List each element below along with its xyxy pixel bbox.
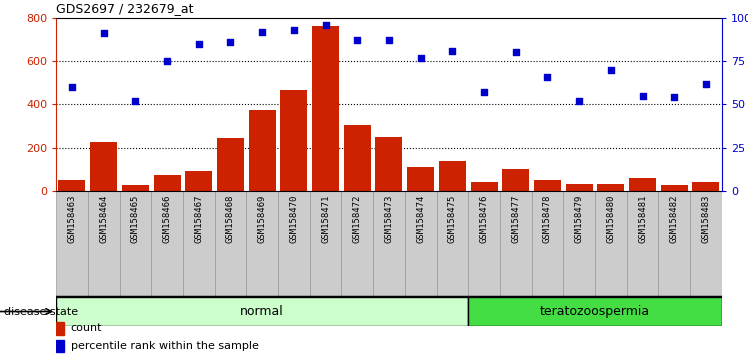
Bar (500, 191, 532, 297)
Bar (468, 191, 500, 297)
Text: GSM158481: GSM158481 (638, 194, 647, 243)
Bar (56, 322, 64, 335)
Text: GSM158482: GSM158482 (669, 194, 678, 243)
Bar (186, 171, 212, 191)
Bar (341, 191, 373, 297)
Bar (215, 191, 246, 297)
Bar (532, 191, 563, 297)
Text: GSM158479: GSM158479 (574, 194, 583, 243)
Bar (470, 183, 497, 191)
Bar (56, 191, 88, 297)
Bar (373, 191, 405, 297)
Bar (660, 185, 687, 191)
Point (637, 93, 649, 98)
Bar (598, 184, 625, 191)
Text: GSM158465: GSM158465 (131, 194, 140, 243)
Point (573, 98, 585, 104)
Text: GSM158471: GSM158471 (321, 194, 330, 243)
Bar (280, 90, 307, 191)
Bar (151, 191, 183, 297)
Bar (58, 180, 85, 191)
Point (288, 27, 300, 33)
Bar (503, 170, 530, 191)
Bar (437, 191, 468, 297)
Text: GSM158473: GSM158473 (384, 194, 393, 243)
Point (224, 39, 236, 45)
Bar (693, 183, 720, 191)
Point (66, 84, 78, 90)
Text: GSM158467: GSM158467 (194, 194, 203, 243)
Bar (278, 191, 310, 297)
Text: GSM158464: GSM158464 (99, 194, 108, 243)
Bar (310, 191, 341, 297)
Text: GSM158477: GSM158477 (512, 194, 521, 243)
Bar (312, 27, 339, 191)
Bar (407, 167, 434, 191)
Bar (246, 191, 278, 297)
Point (605, 67, 617, 73)
Bar (375, 137, 402, 191)
Bar (439, 161, 466, 191)
Bar (468, 297, 722, 326)
Bar (91, 142, 117, 191)
Text: GSM158474: GSM158474 (416, 194, 425, 243)
Text: GSM158472: GSM158472 (353, 194, 362, 243)
Text: percentile rank within the sample: percentile rank within the sample (71, 341, 259, 351)
Point (256, 29, 268, 34)
Bar (183, 191, 215, 297)
Text: GSM158470: GSM158470 (289, 194, 298, 243)
Text: count: count (71, 323, 102, 333)
Bar (534, 180, 561, 191)
Text: GSM158469: GSM158469 (257, 194, 266, 243)
Text: GSM158478: GSM158478 (543, 194, 552, 243)
Bar (629, 178, 656, 191)
Bar (595, 191, 627, 297)
Text: GSM158483: GSM158483 (702, 194, 711, 243)
Text: GSM158466: GSM158466 (162, 194, 171, 243)
Bar (565, 184, 592, 191)
Bar (122, 185, 149, 191)
Point (700, 81, 712, 86)
Text: GDS2697 / 232679_at: GDS2697 / 232679_at (56, 2, 194, 15)
Text: GSM158463: GSM158463 (67, 194, 76, 243)
Text: teratozoospermia: teratozoospermia (540, 305, 650, 318)
Bar (217, 138, 244, 191)
Point (383, 38, 395, 43)
Bar (153, 175, 180, 191)
Bar (56, 297, 468, 326)
Bar (344, 125, 371, 191)
Bar (405, 191, 437, 297)
Bar (88, 191, 120, 297)
Point (129, 98, 141, 104)
Point (414, 55, 426, 61)
Bar (690, 191, 722, 297)
Text: GSM158475: GSM158475 (448, 194, 457, 243)
Text: GSM158468: GSM158468 (226, 194, 235, 243)
Text: GSM158480: GSM158480 (607, 194, 616, 243)
Point (447, 48, 459, 53)
Bar (563, 191, 595, 297)
Bar (56, 340, 64, 352)
Point (319, 22, 331, 28)
Point (542, 74, 554, 80)
Point (478, 90, 490, 95)
Bar (658, 191, 690, 297)
Text: disease state: disease state (4, 307, 78, 316)
Point (161, 58, 173, 64)
Point (668, 95, 680, 100)
Text: GSM158476: GSM158476 (479, 194, 488, 243)
Point (193, 41, 205, 46)
Point (98, 30, 110, 36)
Bar (248, 110, 275, 191)
Point (352, 38, 364, 43)
Point (510, 50, 522, 55)
Bar (627, 191, 658, 297)
Bar (120, 191, 151, 297)
Text: normal: normal (240, 305, 284, 318)
